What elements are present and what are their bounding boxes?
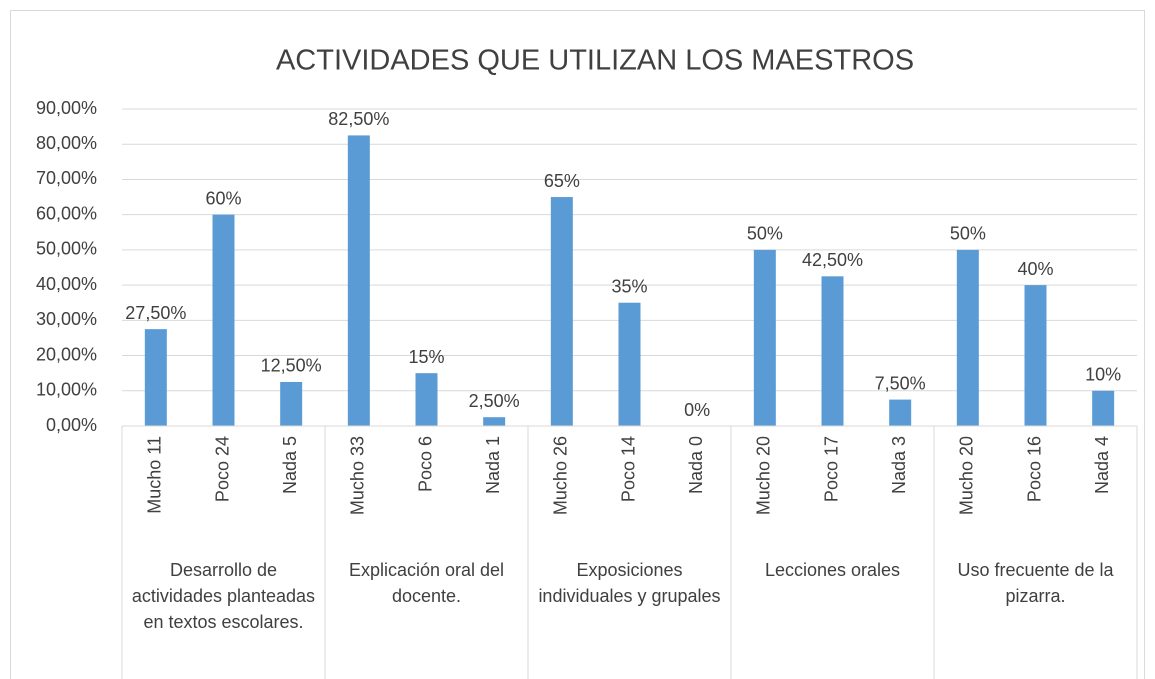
value-label: 2,50% (469, 391, 520, 411)
x-tick-label: Poco 6 (415, 436, 435, 492)
value-label: 50% (747, 224, 783, 244)
x-tick-label: Nada 3 (889, 436, 909, 494)
x-tick-label: Mucho 33 (348, 436, 368, 515)
value-label: 35% (611, 276, 647, 296)
group-label: Exposiciones individuales y grupales (538, 560, 721, 606)
x-tick-label: Nada 4 (1092, 436, 1112, 494)
bar (347, 135, 370, 426)
bar (212, 214, 235, 426)
group-label: Uso frecuente de la pizarra. (957, 560, 1114, 606)
bar (618, 302, 641, 426)
value-label: 65% (544, 171, 580, 191)
bar (144, 329, 167, 426)
value-label: 0% (684, 400, 710, 420)
bar (821, 276, 844, 426)
bar (550, 197, 573, 426)
x-tick-label: Mucho 20 (754, 436, 774, 515)
y-tick-label: 80,00% (36, 133, 97, 153)
x-tick-label: Poco 24 (212, 436, 232, 502)
value-label: 50% (950, 224, 986, 244)
bar (415, 373, 438, 426)
x-tick-label: Mucho 11 (145, 436, 165, 514)
x-tick-label: Poco 14 (618, 436, 638, 502)
x-tick-label: Nada 5 (280, 436, 300, 494)
value-label: 12,50% (261, 356, 322, 376)
bar (753, 249, 776, 426)
value-label: 82,50% (328, 109, 389, 129)
group-label: Explicación oral del docente. (348, 560, 505, 606)
value-label: 7,50% (875, 373, 926, 393)
y-tick-label: 10,00% (36, 380, 97, 400)
chart-title: ACTIVIDADES QUE UTILIZAN LOS MAESTROS (276, 45, 914, 77)
bar (1092, 390, 1115, 426)
y-tick-label: 60,00% (36, 203, 97, 223)
y-tick-label: 90,00% (36, 98, 97, 118)
y-tick-label: 70,00% (36, 168, 97, 188)
value-label: 42,50% (802, 250, 863, 270)
value-label: 27,50% (125, 303, 186, 323)
y-tick-label: 50,00% (36, 239, 97, 259)
x-tick-label: Poco 16 (1024, 436, 1044, 502)
value-label: 40% (1017, 259, 1053, 279)
x-tick-label: Poco 17 (821, 436, 841, 502)
bar (280, 381, 303, 426)
x-tick-label: Nada 0 (686, 436, 706, 494)
group-label: Desarrollo de actividades planteadas en … (131, 560, 316, 632)
chart-border (10, 10, 1145, 679)
value-label: 60% (205, 188, 241, 208)
bar (889, 399, 912, 426)
bar (1024, 285, 1047, 426)
value-label: 15% (408, 347, 444, 367)
x-tick-label: Nada 1 (483, 436, 503, 494)
group-label: Lecciones orales (764, 560, 901, 580)
bar (956, 249, 979, 426)
value-label: 10% (1085, 365, 1121, 385)
y-tick-label: 30,00% (36, 309, 97, 329)
y-tick-label: 20,00% (36, 344, 97, 364)
y-tick-label: 40,00% (36, 274, 97, 294)
bar (483, 417, 506, 426)
x-tick-label: Mucho 26 (551, 436, 571, 515)
x-tick-label: Mucho 20 (957, 436, 977, 515)
y-tick-label: 0,00% (46, 415, 97, 435)
